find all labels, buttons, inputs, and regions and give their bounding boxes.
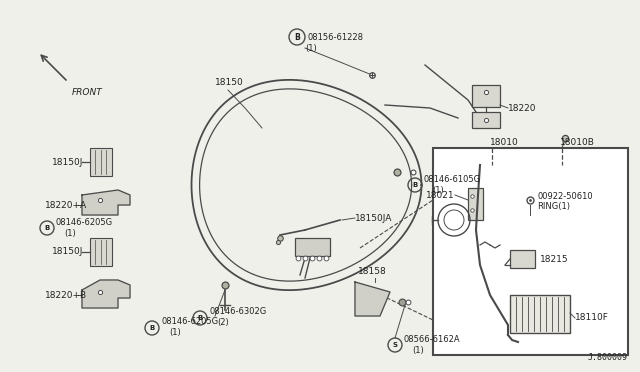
Bar <box>472 112 500 128</box>
Text: 18150J: 18150J <box>52 157 83 167</box>
Text: 08146-6302G: 08146-6302G <box>209 308 266 317</box>
Text: 18150JA: 18150JA <box>355 214 392 222</box>
Text: 08156-61228: 08156-61228 <box>307 32 363 42</box>
Text: 18150J: 18150J <box>52 247 83 257</box>
Text: (1): (1) <box>64 228 76 237</box>
Bar <box>90 238 112 266</box>
Text: (1): (1) <box>432 186 444 195</box>
Text: 18220+B: 18220+B <box>45 291 87 299</box>
Text: 18010: 18010 <box>490 138 519 147</box>
Text: 08146-6205G: 08146-6205G <box>56 218 113 227</box>
Text: 18021: 18021 <box>426 190 455 199</box>
Text: B: B <box>412 182 418 188</box>
Text: 18215: 18215 <box>540 256 568 264</box>
Polygon shape <box>82 190 130 215</box>
Text: 18010B: 18010B <box>560 138 595 147</box>
Text: RING(1): RING(1) <box>537 202 570 211</box>
Text: 08146-6105G: 08146-6105G <box>424 174 481 183</box>
Text: 18150: 18150 <box>215 77 244 87</box>
Text: S: S <box>392 342 397 348</box>
Bar <box>295 238 330 256</box>
Polygon shape <box>355 282 390 316</box>
Text: (1): (1) <box>412 346 424 355</box>
Text: 00922-50610: 00922-50610 <box>537 192 593 201</box>
Text: (1): (1) <box>305 44 317 52</box>
Text: 18110F: 18110F <box>575 314 609 323</box>
Text: 18158: 18158 <box>358 267 387 276</box>
Bar <box>510 250 535 268</box>
Bar <box>510 295 570 333</box>
Text: 18220+A: 18220+A <box>45 201 87 209</box>
Text: B: B <box>294 32 300 42</box>
Text: (1): (1) <box>169 328 180 337</box>
Text: B: B <box>44 225 50 231</box>
Polygon shape <box>82 280 130 308</box>
Text: FRONT: FRONT <box>72 88 103 97</box>
Text: B: B <box>149 325 155 331</box>
Bar <box>90 148 112 176</box>
Bar <box>433 148 628 355</box>
Text: 08146-6205G: 08146-6205G <box>161 317 218 327</box>
Text: B: B <box>197 315 203 321</box>
Text: J.800009: J.800009 <box>588 353 628 362</box>
Bar <box>472 85 500 107</box>
Text: 18220: 18220 <box>508 103 536 112</box>
Text: (2): (2) <box>217 318 228 327</box>
Bar <box>468 188 483 220</box>
Text: 08566-6162A: 08566-6162A <box>404 334 461 343</box>
